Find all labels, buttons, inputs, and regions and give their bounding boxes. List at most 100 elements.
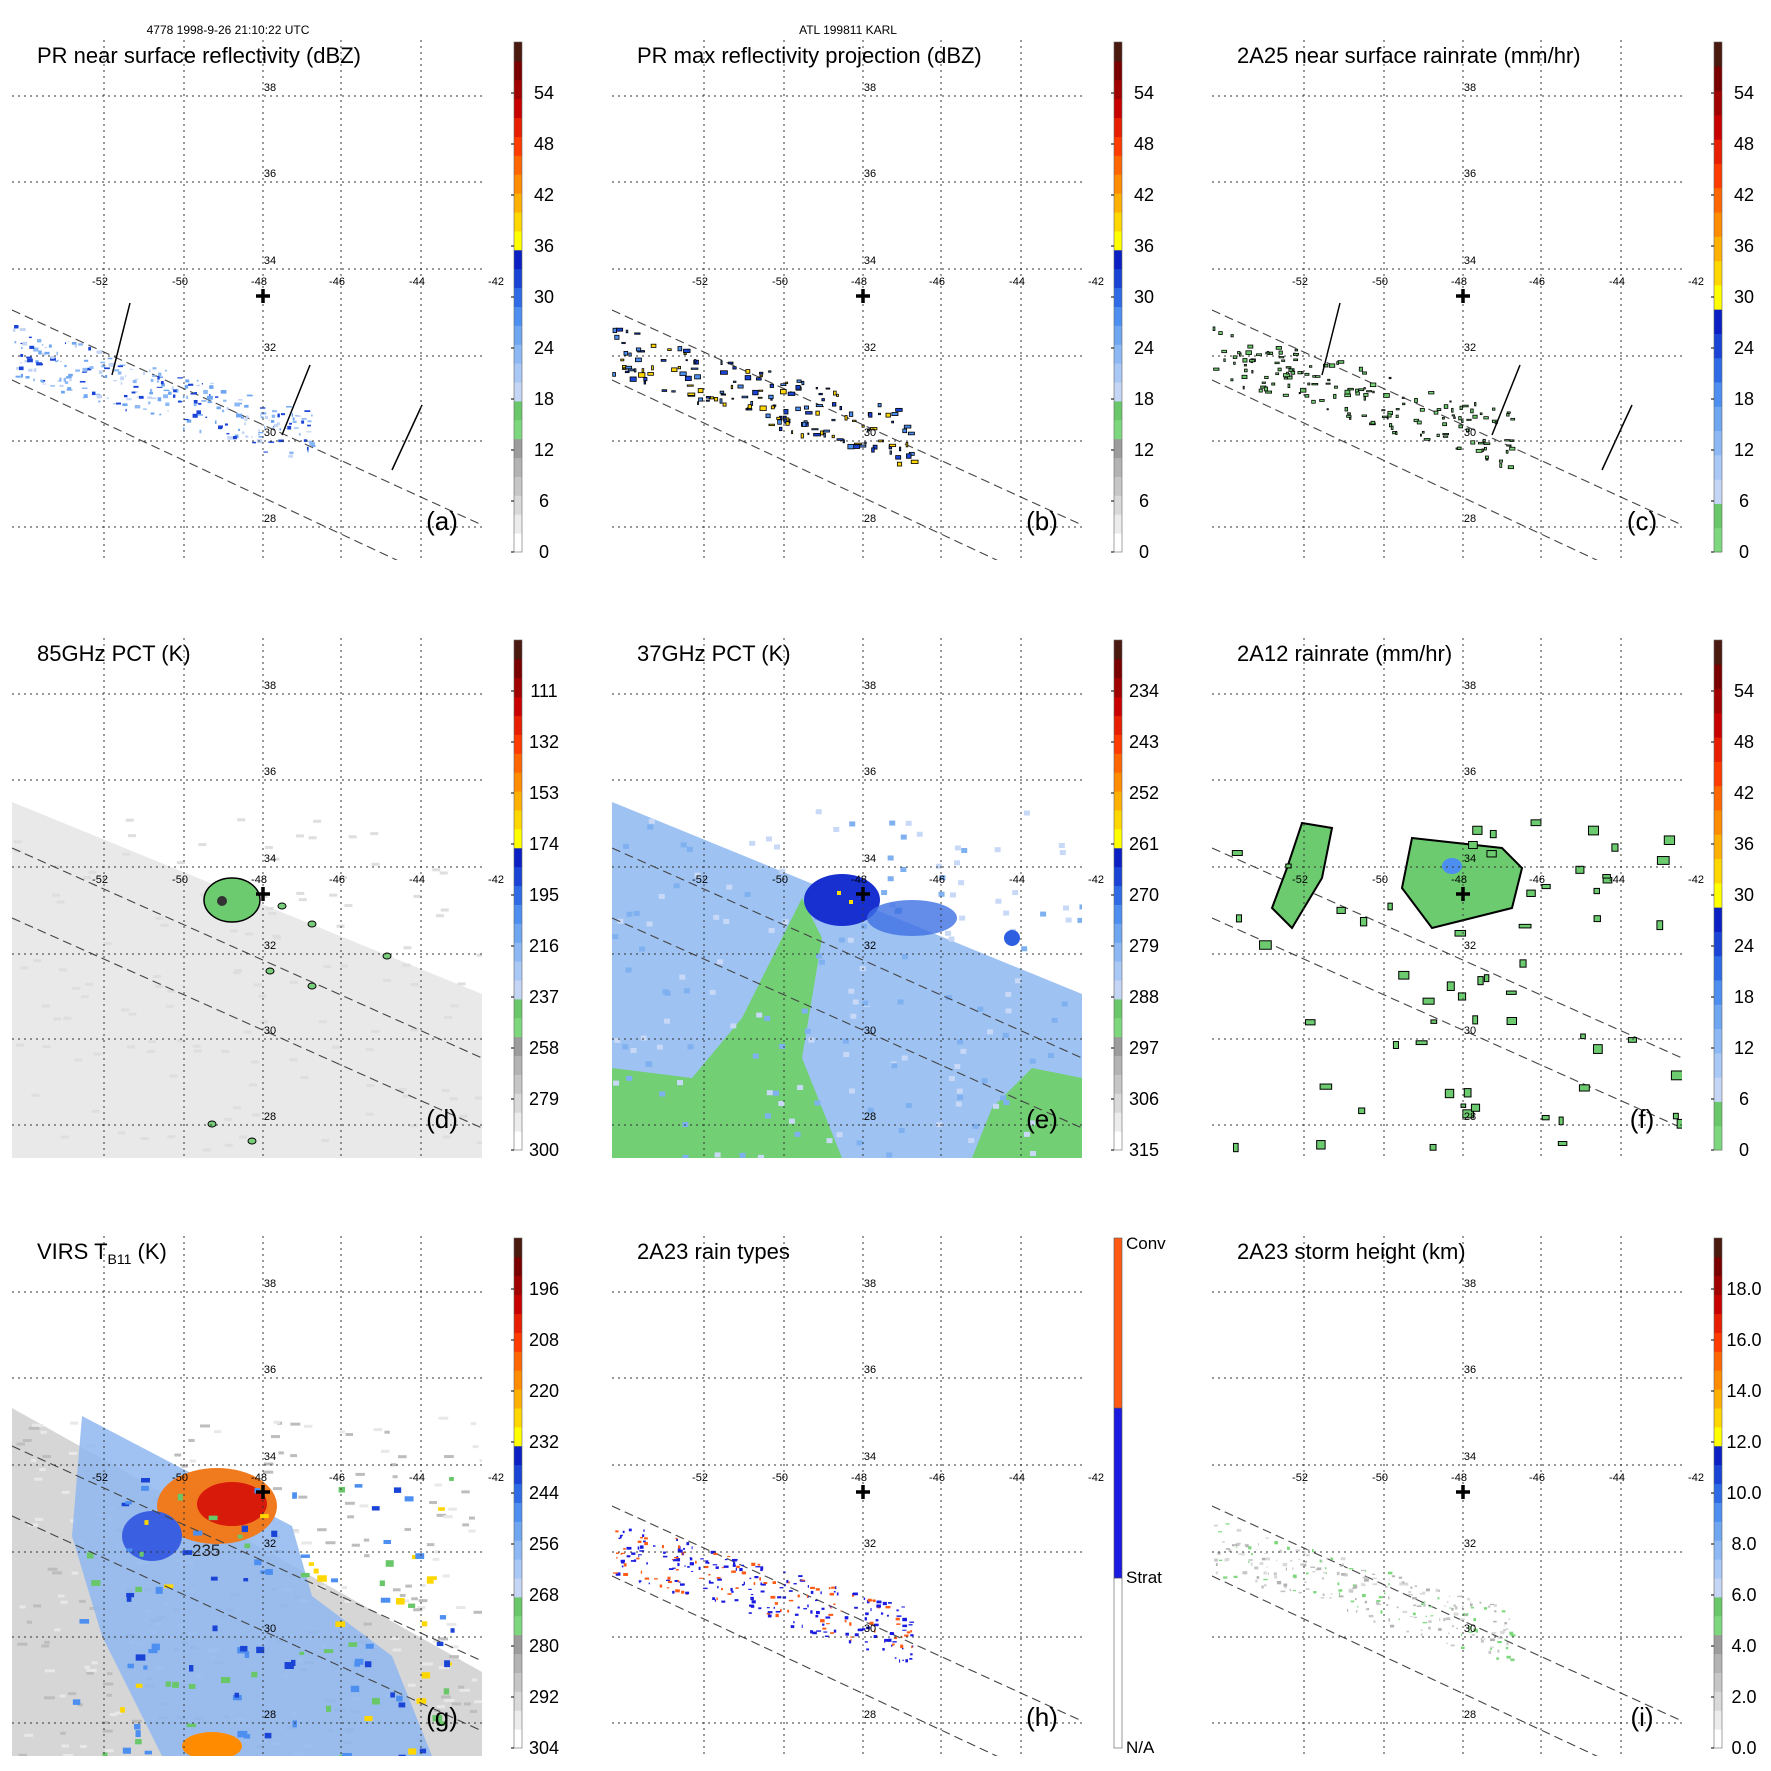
echo-pixel	[831, 434, 835, 439]
colorbar-label: 12	[534, 440, 554, 460]
echo-pixel	[1346, 414, 1352, 418]
pct-pixel	[72, 986, 81, 990]
colorbar-segment	[1114, 810, 1122, 830]
pct-pixel	[321, 1139, 330, 1143]
echo-pixel	[19, 328, 26, 332]
echo-pixel	[173, 394, 176, 398]
echo-pixel	[717, 1585, 719, 1589]
panel-letter: (g)	[426, 1702, 458, 1732]
echo-pixel	[56, 351, 58, 356]
echo-pixel	[1368, 1614, 1374, 1618]
colorbar-segment	[514, 1408, 522, 1428]
echo-pixel	[1490, 1646, 1495, 1649]
pct-pixel	[977, 1006, 984, 1012]
longitude-label: -44	[409, 1472, 425, 1484]
echo-pixel	[705, 396, 711, 399]
echo-pixel	[724, 1558, 728, 1561]
echo-pixel	[1258, 388, 1263, 393]
ir-pixel	[446, 1622, 457, 1626]
echo-pixel	[882, 1648, 885, 1651]
echo-pixel	[192, 413, 198, 418]
echo-pixel	[840, 1610, 842, 1612]
colorbar-segment	[1714, 309, 1722, 334]
echo-pixel	[59, 377, 62, 382]
echo-pixel	[221, 409, 225, 413]
pct-pixel	[477, 1141, 482, 1145]
colorbar-segment	[1114, 1055, 1122, 1075]
map-content	[1212, 40, 1682, 560]
echo-pixel	[638, 372, 646, 378]
echo-pixel	[773, 1606, 775, 1609]
echo-pixel	[661, 389, 668, 392]
echo-pixel	[55, 360, 58, 363]
echo-pixel	[1458, 424, 1464, 429]
pct-pixel	[413, 894, 422, 898]
longitude-label: -50	[1372, 1472, 1388, 1484]
echo-pixel	[224, 423, 228, 426]
echo-pixel	[142, 371, 146, 375]
echo-pixel	[1388, 1618, 1390, 1622]
pct-pixel	[856, 1140, 863, 1146]
echo-pixel	[1333, 393, 1337, 399]
echo-pixel	[1339, 1565, 1345, 1568]
echo-pixel	[824, 1635, 829, 1638]
colorbar-segment	[514, 1351, 522, 1371]
echo-pixel	[623, 1573, 629, 1576]
echo-pixel	[788, 1590, 793, 1592]
echo-pixel	[900, 1644, 904, 1648]
pct-pixel	[814, 1100, 821, 1106]
latitude-label: 32	[264, 1538, 276, 1550]
rain-pixel	[1472, 1015, 1479, 1025]
pct-pixel	[713, 914, 720, 920]
echo-pixel	[785, 381, 789, 384]
echo-pixel	[198, 402, 202, 405]
latitude-label: 38	[264, 680, 276, 692]
echo-pixel	[1365, 1608, 1368, 1610]
echo-pixel	[761, 1583, 766, 1586]
colorbar-segment	[514, 438, 522, 459]
colorbar-segment	[514, 1256, 522, 1277]
echo-pixel	[167, 410, 169, 412]
echo-pixel	[815, 386, 818, 390]
echo-pixel	[690, 367, 699, 370]
echo-pixel	[1289, 1588, 1292, 1592]
echo-pixel	[1344, 389, 1351, 395]
echo-pixel	[791, 430, 794, 435]
echo-pixel	[1343, 1573, 1348, 1577]
pct-pixel	[801, 1008, 808, 1014]
colorbar-segment	[514, 1615, 522, 1636]
pct-pixel	[265, 907, 274, 911]
echo-pixel	[750, 1594, 754, 1596]
ir-pixel	[251, 1671, 258, 1678]
echo-pixel	[728, 361, 734, 365]
echo-pixel	[1490, 1646, 1493, 1650]
convective-cell	[277, 902, 287, 910]
colorbar-segment	[1114, 942, 1122, 962]
ir-pixel	[24, 1733, 34, 1737]
echo-pixel	[1465, 428, 1470, 432]
echo-pixel	[209, 385, 214, 389]
echo-pixel	[260, 414, 262, 418]
echo-pixel	[294, 427, 299, 429]
echo-pixel	[94, 393, 101, 395]
storm-center-marker	[856, 1485, 870, 1499]
echo-pixel	[759, 374, 763, 378]
ir-pixel	[438, 1507, 445, 1511]
rain-pixel	[1489, 829, 1497, 839]
echo-pixel	[798, 1575, 803, 1578]
colorbar-segment	[1714, 980, 1722, 1005]
echo-pixel	[151, 397, 157, 400]
echo-pixel	[1498, 459, 1503, 463]
echo-pixel	[83, 394, 88, 399]
echo-pixel	[891, 420, 894, 424]
echo-pixel	[1485, 455, 1489, 459]
echo-pixel	[885, 412, 891, 418]
ir-pixel	[189, 1459, 196, 1463]
pct-pixel	[1014, 978, 1021, 984]
echo-pixel	[676, 1539, 679, 1541]
echo-pixel	[743, 1581, 746, 1585]
colorbar-segment	[1714, 931, 1722, 957]
echo-pixel	[1242, 1552, 1245, 1556]
